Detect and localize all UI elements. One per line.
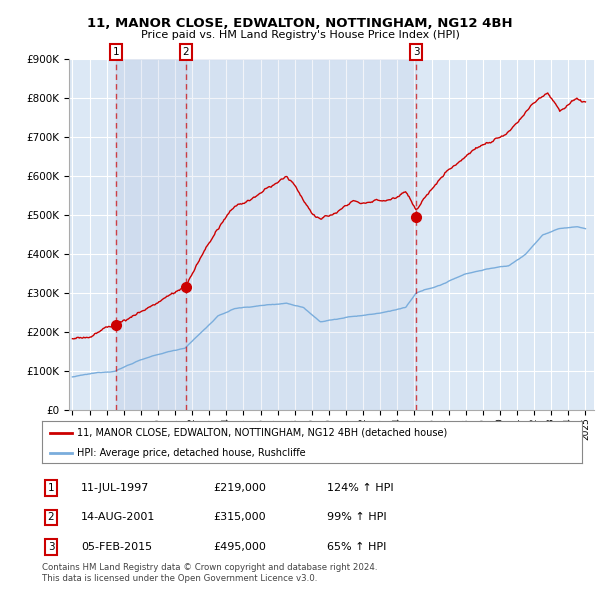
Text: £315,000: £315,000	[213, 513, 266, 522]
Text: Price paid vs. HM Land Registry's House Price Index (HPI): Price paid vs. HM Land Registry's House …	[140, 30, 460, 40]
Text: 11-JUL-1997: 11-JUL-1997	[81, 483, 149, 493]
Bar	[116, 59, 185, 410]
Text: 05-FEB-2015: 05-FEB-2015	[81, 542, 152, 552]
Text: 65% ↑ HPI: 65% ↑ HPI	[327, 542, 386, 552]
Text: HPI: Average price, detached house, Rushcliffe: HPI: Average price, detached house, Rush…	[77, 448, 306, 457]
Text: Contains HM Land Registry data © Crown copyright and database right 2024.: Contains HM Land Registry data © Crown c…	[42, 563, 377, 572]
Bar	[185, 59, 416, 410]
Text: 11, MANOR CLOSE, EDWALTON, NOTTINGHAM, NG12 4BH: 11, MANOR CLOSE, EDWALTON, NOTTINGHAM, N…	[87, 17, 513, 30]
Text: This data is licensed under the Open Government Licence v3.0.: This data is licensed under the Open Gov…	[42, 574, 317, 583]
Text: 99% ↑ HPI: 99% ↑ HPI	[327, 513, 386, 522]
Text: 1: 1	[47, 483, 55, 493]
Text: 1: 1	[112, 47, 119, 57]
Text: £495,000: £495,000	[213, 542, 266, 552]
Text: 2: 2	[47, 513, 55, 522]
Text: 3: 3	[47, 542, 55, 552]
Text: 14-AUG-2001: 14-AUG-2001	[81, 513, 155, 522]
Text: 2: 2	[182, 47, 189, 57]
Text: 3: 3	[413, 47, 419, 57]
Text: £219,000: £219,000	[213, 483, 266, 493]
Text: 124% ↑ HPI: 124% ↑ HPI	[327, 483, 394, 493]
Text: 11, MANOR CLOSE, EDWALTON, NOTTINGHAM, NG12 4BH (detached house): 11, MANOR CLOSE, EDWALTON, NOTTINGHAM, N…	[77, 428, 448, 438]
